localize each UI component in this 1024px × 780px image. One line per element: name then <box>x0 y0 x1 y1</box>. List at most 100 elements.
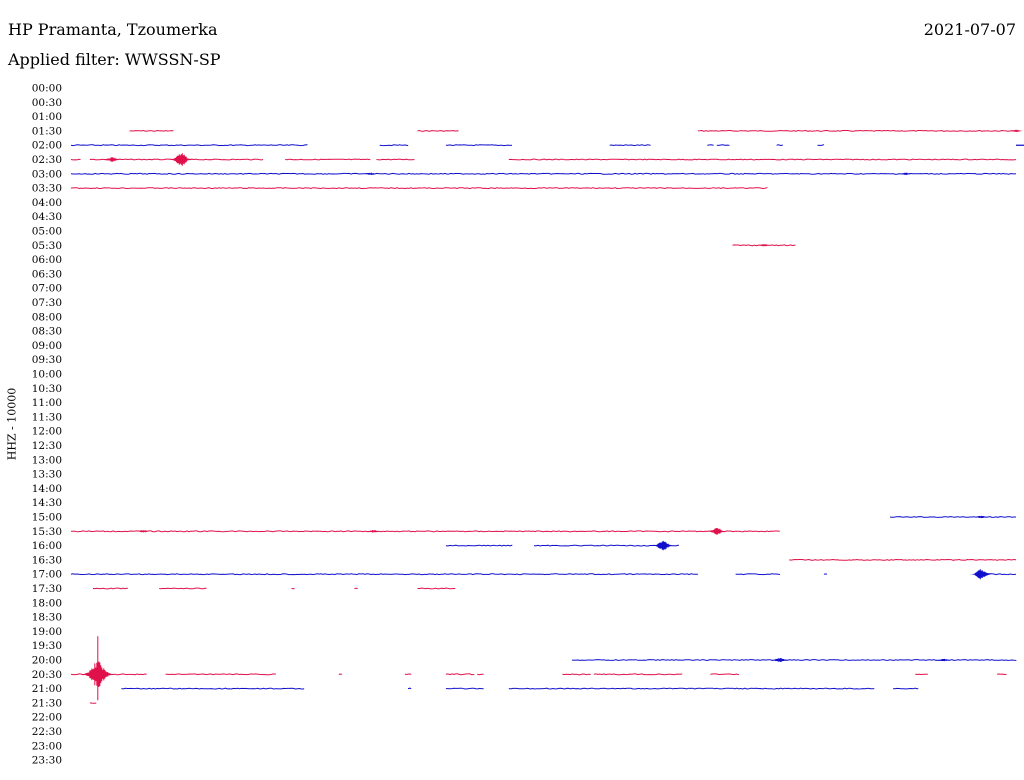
trace-row <box>70 636 1007 701</box>
trace-segment <box>716 144 730 146</box>
trace-segment <box>562 673 591 676</box>
trace-segment <box>445 687 484 690</box>
row-label: 10:30 <box>32 383 62 395</box>
trace-segment <box>817 144 825 146</box>
row-labels: 00:00 00:30 01:00 01:30 02:00 02:30 03:00 03:30… <box>32 83 62 767</box>
trace-segment <box>417 129 459 132</box>
trace-segment <box>70 172 1017 175</box>
row-label: 15:00 <box>32 512 62 524</box>
trace-segment <box>710 673 740 676</box>
filter-label: Applied filter: WWSSN-SP <box>8 50 221 69</box>
row-label: 09:00 <box>32 340 62 352</box>
row-label: 05:30 <box>32 240 62 252</box>
row-label: 11:30 <box>32 411 62 423</box>
trace-segment <box>609 144 651 147</box>
seismic-event <box>651 540 674 551</box>
row-label: 06:00 <box>32 254 62 266</box>
trace-row <box>571 658 1017 662</box>
seismic-event <box>365 530 381 533</box>
trace-row <box>789 558 1017 561</box>
trace-segment <box>285 158 371 161</box>
row-label: 19:00 <box>32 626 62 638</box>
trace-segment <box>70 144 308 147</box>
row-label: 02:30 <box>32 154 62 166</box>
seismic-event <box>969 569 992 580</box>
row-label: 09:30 <box>32 354 62 366</box>
trace-segment <box>70 530 780 533</box>
row-label: 05:00 <box>32 226 62 238</box>
trace-row <box>445 540 680 551</box>
trace-segment <box>165 673 277 676</box>
row-label: 11:00 <box>32 397 62 409</box>
trace-segment <box>445 673 475 676</box>
trace-segment <box>508 687 875 690</box>
trace-row <box>70 528 780 535</box>
row-label: 08:30 <box>32 326 62 338</box>
row-label: 04:00 <box>32 197 62 209</box>
trace-segment <box>789 558 1017 561</box>
row-label: 18:30 <box>32 612 62 624</box>
seismic-event <box>899 172 913 175</box>
row-label: 17:00 <box>32 569 62 581</box>
row-label: 01:00 <box>32 111 62 123</box>
seismic-event <box>936 658 950 662</box>
trace-row <box>889 515 1016 519</box>
trace-segment <box>776 144 784 147</box>
row-label: 19:30 <box>32 640 62 652</box>
seismic-event <box>362 172 377 175</box>
seismic-event <box>707 528 727 535</box>
trace-row <box>121 687 919 690</box>
row-label: 20:00 <box>32 655 62 667</box>
trace-segment <box>70 187 768 190</box>
row-label: 08:00 <box>32 311 62 323</box>
trace-segment <box>445 144 512 147</box>
row-label: 16:30 <box>32 554 62 566</box>
row-label: 07:30 <box>32 297 62 309</box>
row-label: 17:30 <box>32 583 62 595</box>
row-label: 07:00 <box>32 283 62 295</box>
row-label: 06:30 <box>32 268 62 280</box>
trace-segment <box>997 673 1007 676</box>
trace-segment <box>508 158 1017 161</box>
date-label: 2021-07-07 <box>923 20 1016 39</box>
row-label: 04:30 <box>32 211 62 223</box>
trace-row <box>70 172 1017 175</box>
trace-segment <box>376 158 415 161</box>
trace-segment <box>92 587 128 590</box>
trace-row <box>70 153 1017 166</box>
row-label: 22:00 <box>32 712 62 724</box>
seismic-event <box>771 658 789 662</box>
row-label: 18:00 <box>32 597 62 609</box>
row-label: 15:30 <box>32 526 62 538</box>
row-label: 13:30 <box>32 469 62 481</box>
row-label: 10:00 <box>32 369 62 381</box>
trace-row <box>70 569 1017 580</box>
seismic-event <box>973 515 989 519</box>
trace-segment <box>889 516 1016 518</box>
row-label: 22:30 <box>32 726 62 738</box>
row-label: 14:30 <box>32 497 62 509</box>
station-title: HP Pramanta, Tzoumerka <box>8 20 218 39</box>
row-label: 03:00 <box>32 168 62 180</box>
row-label: 01:30 <box>32 125 62 137</box>
row-label: 12:00 <box>32 426 62 438</box>
row-label: 20:30 <box>32 669 62 681</box>
row-label: 03:30 <box>32 183 62 195</box>
row-label: 00:00 <box>32 83 62 95</box>
trace-segment <box>70 573 698 576</box>
seismic-event <box>1009 129 1023 132</box>
row-label: 13:00 <box>32 454 62 466</box>
trace-segment <box>697 129 1017 132</box>
row-label: 23:30 <box>32 755 62 767</box>
trace-segment <box>379 144 409 147</box>
row-label: 21:00 <box>32 683 62 695</box>
row-label: 02:00 <box>32 140 62 152</box>
trace-segment <box>70 158 81 161</box>
seismic-event <box>169 153 193 166</box>
seismic-event <box>757 244 771 247</box>
trace-row <box>732 244 796 247</box>
trace-segment <box>445 544 513 547</box>
trace-segment <box>159 587 207 590</box>
seismic-event <box>103 157 121 162</box>
